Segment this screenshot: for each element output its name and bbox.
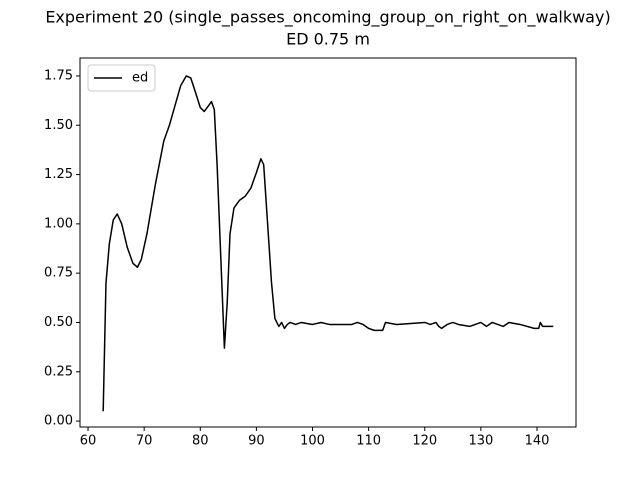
x-tick-label: 100 xyxy=(300,434,325,449)
y-tick-label: 0.00 xyxy=(44,414,73,429)
chart-subtitle: ED 0.75 m xyxy=(286,30,370,49)
x-tick-label: 130 xyxy=(468,434,493,449)
x-tick-label: 90 xyxy=(248,434,265,449)
data-line xyxy=(102,75,554,412)
y-tick-label: 0.50 xyxy=(44,315,73,330)
y-tick-label: 1.25 xyxy=(44,167,73,182)
x-tick-label: 140 xyxy=(525,434,550,449)
x-tick-label: 120 xyxy=(412,434,437,449)
x-tick-label: 80 xyxy=(192,434,209,449)
y-tick-label: 1.50 xyxy=(44,118,73,133)
plot-frame xyxy=(79,57,577,428)
legend-label: ed xyxy=(132,71,148,86)
y-tick-label: 1.75 xyxy=(44,68,73,83)
y-tick-label: 0.25 xyxy=(44,364,73,379)
x-tick-label: 60 xyxy=(80,434,97,449)
x-tick-label: 70 xyxy=(136,434,153,449)
y-tick-label: 0.75 xyxy=(44,266,73,281)
x-tick-label: 110 xyxy=(356,434,381,449)
chart-title: Experiment 20 (single_passes_oncoming_gr… xyxy=(45,8,610,28)
y-tick-label: 1.00 xyxy=(44,216,73,231)
